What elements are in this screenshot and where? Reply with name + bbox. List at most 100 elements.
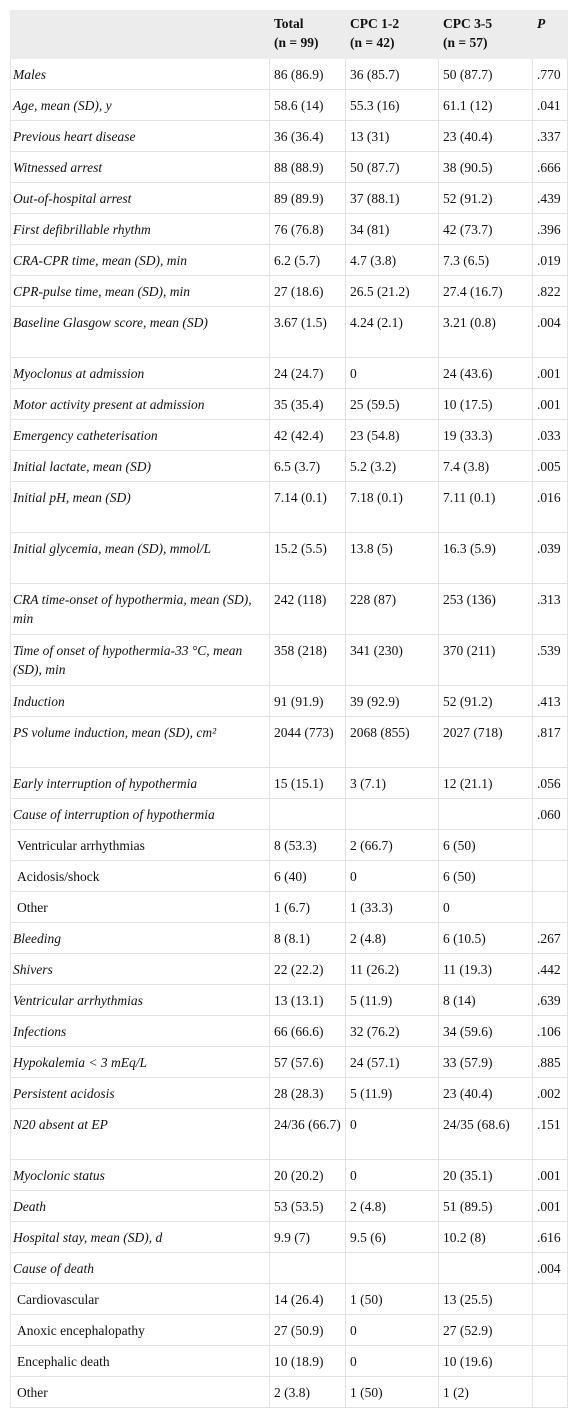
cell [345, 1252, 439, 1284]
cell [345, 798, 439, 830]
cell-text: 6.5 (3.7) [274, 459, 321, 474]
table-row: Persistent acidosis 28 (28.3) 5 (11.9) 23 (… [10, 1077, 568, 1109]
cell-text: 3.67 (1.5) [274, 315, 327, 330]
cell-text: 8 (14) [443, 993, 476, 1008]
cell-text: .313 [537, 592, 561, 607]
cell: 1 (33.3) [345, 891, 439, 923]
cell: .004 [532, 1252, 568, 1284]
cell-text: .019 [537, 253, 561, 268]
header-name: CPC 3-5 [443, 16, 493, 31]
cell: 36 (85.7) [345, 58, 439, 90]
label-text: Initial lactate, mean (SD) [13, 459, 151, 474]
cell-text: .001 [537, 1168, 561, 1183]
cell-text: 6.2 (5.7) [274, 253, 321, 268]
header-count: (n = 42) [350, 35, 395, 50]
cell: 22 (22.2) [269, 953, 346, 985]
cell: 10 (19.6) [438, 1345, 533, 1377]
row-label: Other [10, 891, 270, 923]
cell-text: 242 (118) [274, 592, 327, 607]
cell-text: 61.1 (12) [443, 98, 493, 113]
cell-text: 7.3 (6.5) [443, 253, 490, 268]
cell-text: 4.7 (3.8) [350, 253, 397, 268]
row-label: Initial glycemia, mean (SD), mmol/L [10, 532, 270, 584]
cell-text: 2 (3.8) [274, 1385, 310, 1400]
cell: 24 (57.1) [345, 1046, 439, 1078]
cell: 370 (211) [438, 634, 533, 686]
table-row: Infections 66 (66.6) 32 (76.2) 34 (59.6) .10… [10, 1015, 568, 1047]
cell-text: 5.2 (3.2) [350, 459, 397, 474]
cell: 38 (90.5) [438, 151, 533, 183]
cell-text: 15.2 (5.5) [274, 541, 327, 556]
cell-text: 55.3 (16) [350, 98, 400, 113]
cell-text: .016 [537, 490, 561, 505]
cell-text: 228 (87) [350, 592, 397, 607]
cell-text: .001 [537, 397, 561, 412]
cell: 1 (50) [345, 1283, 439, 1315]
row-label: CRA time-onset of hypothermia, mean (SD)… [10, 583, 270, 635]
cell-text: .770 [537, 67, 561, 82]
cell: 24/36 (66.7) [269, 1108, 346, 1160]
cell-text: 38 (90.5) [443, 160, 493, 175]
table-row: Other 1 (6.7) 1 (33.3) 0 [10, 891, 568, 923]
cell [532, 891, 568, 923]
cell: .019 [532, 244, 568, 276]
cell: 2068 (855) [345, 716, 439, 768]
label-text: Initial pH, mean (SD) [13, 490, 131, 505]
cell: 0 [345, 1108, 439, 1160]
table-row: Initial pH, mean (SD) 7.14 (0.1) 7.18 (0.1… [10, 481, 568, 533]
cell: 0 [345, 1345, 439, 1377]
cell: 7.4 (3.8) [438, 450, 533, 482]
table-row: Emergency catheterisation 42 (42.4) 23 (54… [10, 419, 568, 451]
cell-text: .041 [537, 98, 561, 113]
cell-text: 37 (88.1) [350, 191, 400, 206]
cell: 16.3 (5.9) [438, 532, 533, 584]
cell-text: .106 [537, 1024, 561, 1039]
cell: 36 (36.4) [269, 120, 346, 152]
row-label: Previous heart disease [10, 120, 270, 152]
cell: 42 (73.7) [438, 213, 533, 245]
cell-text: 0 [350, 1168, 357, 1183]
cell-text: 13 (13.1) [274, 993, 324, 1008]
label-text: Cardiovascular [17, 1292, 99, 1307]
cell: 52 (91.2) [438, 685, 533, 717]
cell: 7.14 (0.1) [269, 481, 346, 533]
cell-text: 20 (35.1) [443, 1168, 493, 1183]
label-text: Hypokalemia < 3 mEq/L [13, 1055, 147, 1070]
cell: 253 (136) [438, 583, 533, 635]
cell: .056 [532, 767, 568, 799]
cell: 10 (18.9) [269, 1345, 346, 1377]
cell-text: 27 (18.6) [274, 284, 324, 299]
cell: 23 (40.4) [438, 1077, 533, 1109]
table-row: CRA-CPR time, mean (SD), min 6.2 (5.7) 4.7… [10, 244, 568, 276]
table-row: Previous heart disease 36 (36.4) 13 (31) 23… [10, 120, 568, 152]
cell: 4.7 (3.8) [345, 244, 439, 276]
cell: .016 [532, 481, 568, 533]
cell: 50 (87.7) [345, 151, 439, 183]
cell-text: .413 [537, 694, 561, 709]
cell-text: 34 (81) [350, 222, 390, 237]
cell-text: 24/36 (66.7) [274, 1117, 341, 1132]
header-name: P [537, 16, 546, 31]
cell-text: 50 (87.7) [443, 67, 493, 82]
label-text: Induction [13, 694, 65, 709]
cell [532, 829, 568, 861]
header-name: CPC 1-2 [350, 16, 400, 31]
header-cell: CPC 1-2 (n = 42) [345, 10, 439, 59]
cell: 58.6 (14) [269, 89, 346, 121]
cell-text: .060 [537, 807, 561, 822]
table-row: Initial glycemia, mean (SD), mmol/L 15.2 … [10, 532, 568, 584]
cell: .413 [532, 685, 568, 717]
row-label: Encephalic death [10, 1345, 270, 1377]
row-label: Ventricular arrhythmias [10, 984, 270, 1016]
cell: 37 (88.1) [345, 182, 439, 214]
table-row: Early interruption of hypothermia 15 (15.… [10, 767, 568, 799]
cell-text: 13 (31) [350, 129, 390, 144]
cell: 6 (50) [438, 860, 533, 892]
table-row: Age, mean (SD), y 58.6 (14) 55.3 (16) 61.1 … [10, 89, 568, 121]
cell: 9.5 (6) [345, 1221, 439, 1253]
label-text: Time of onset of hypothermia-33 °C, mean… [13, 643, 243, 677]
cell-text: .616 [537, 1230, 561, 1245]
cell-text: 0 [350, 1323, 357, 1338]
cell-text: 23 (40.4) [443, 1086, 493, 1101]
cell: 61.1 (12) [438, 89, 533, 121]
